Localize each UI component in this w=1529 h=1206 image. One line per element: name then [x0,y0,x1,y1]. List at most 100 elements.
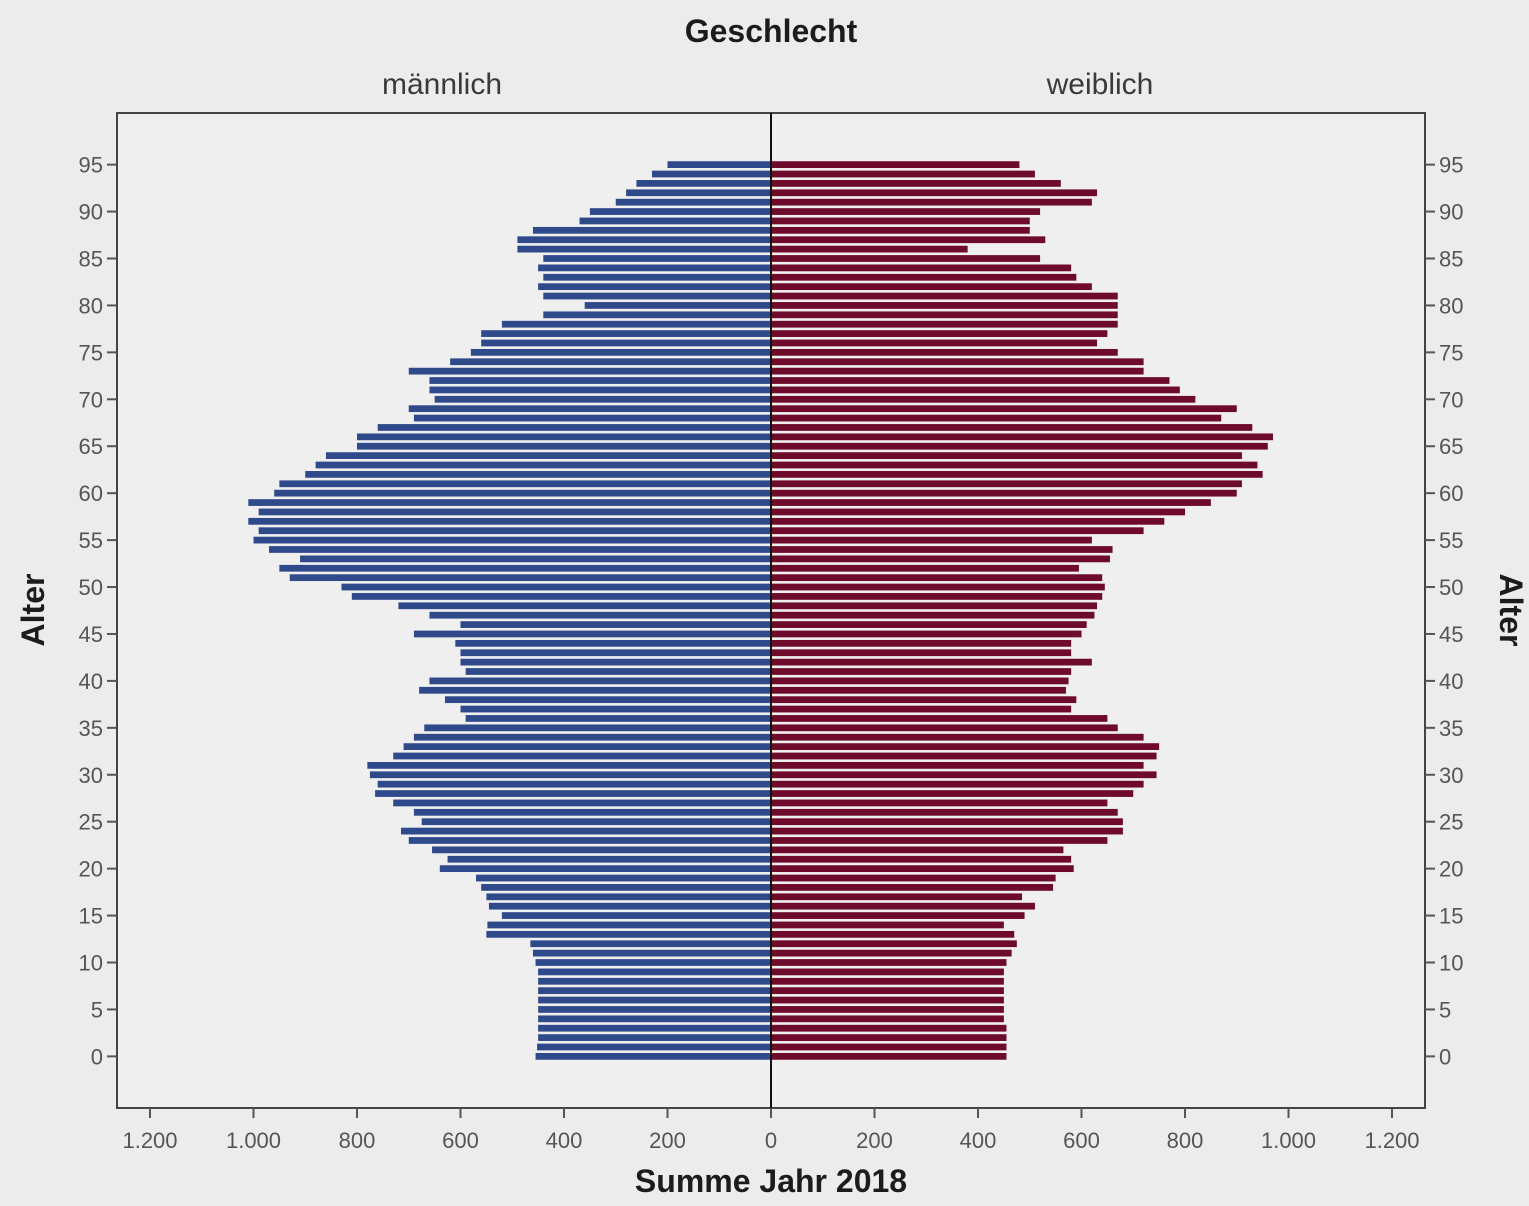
left-y-tick-label: 90 [79,200,103,225]
bar-male-age-68 [413,414,771,422]
x-tick-label: 400 [546,1128,583,1153]
bar-female-age-39 [771,686,1066,694]
left-y-tick-label: 25 [79,810,103,835]
bar-female-age-21 [771,855,1072,863]
bar-male-age-35 [424,724,771,732]
bar-female-age-42 [771,658,1092,666]
x-tick-label: 1.000 [1261,1128,1316,1153]
left-y-tick-label: 80 [79,293,103,318]
bar-male-age-21 [447,855,771,863]
bar-female-age-81 [771,292,1118,300]
right-y-tick-label: 60 [1439,481,1463,506]
y-axis-title-left: Alter [15,574,51,647]
bar-male-age-39 [419,686,771,694]
bar-male-age-57 [248,517,771,525]
bar-female-age-75 [771,348,1118,356]
bar-male-age-41 [465,668,771,675]
x-axis-title: Summe Jahr 2018 [635,1163,907,1199]
bar-male-age-49 [351,593,771,600]
x-tick-label: 600 [1063,1128,1100,1153]
bar-female-age-7 [771,987,1004,995]
bar-male-age-89 [579,217,771,225]
bar-male-age-19 [476,874,771,882]
left-y-axis: 0 5 10 15 20 25 30 35 40 45 50 55 60 65 70 75 80 85 90 95 [79,153,117,1069]
bar-male-age-82 [538,283,771,291]
left-y-tick-label: 0 [91,1044,103,1069]
bar-female-age-56 [771,527,1144,535]
bar-female-age-22 [771,846,1064,854]
bar-female-age-12 [771,940,1017,948]
bar-male-age-86 [517,245,771,253]
bar-female-age-54 [771,546,1113,553]
bar-female-age-70 [771,395,1196,403]
bar-male-age-37 [460,705,771,713]
bar-female-age-82 [771,283,1092,291]
bar-female-age-69 [771,405,1237,413]
x-tick-label: 600 [442,1128,479,1153]
bar-female-age-71 [771,386,1180,394]
bar-female-age-92 [771,189,1098,197]
right-y-tick-label: 45 [1439,622,1463,647]
bar-female-age-49 [771,593,1103,600]
bar-male-age-1 [537,1043,771,1051]
bar-female-age-94 [771,170,1035,178]
bar-female-age-83 [771,273,1077,281]
bar-male-age-34 [413,733,771,741]
left-y-tick-label: 15 [79,904,103,929]
legend-label-male: männlich [382,68,502,101]
bar-female-age-25 [771,818,1123,826]
x-tick-label: 800 [1167,1128,1204,1153]
x-axis: 1.200 1.000 800 600 400 200 0 200 400 600 800 1.000… [122,1108,1420,1153]
bar-male-age-48 [398,602,771,610]
bar-male-age-87 [517,236,771,244]
bar-female-age-73 [771,367,1144,375]
bar-female-age-13 [771,930,1015,938]
bar-female-age-76 [771,339,1098,347]
bar-male-age-18 [481,884,771,891]
bar-male-age-40 [429,677,771,685]
bar-male-age-91 [615,198,771,206]
bar-female-age-45 [771,630,1082,638]
bar-male-age-56 [258,527,771,535]
bar-female-age-51 [771,574,1103,582]
bar-female-age-28 [771,790,1134,797]
left-y-tick-label: 65 [79,434,103,459]
bar-female-age-43 [771,649,1072,657]
left-y-tick-label: 75 [79,340,103,365]
bar-female-age-9 [771,968,1004,976]
bar-male-age-13 [486,930,771,938]
bar-male-age-93 [636,180,771,187]
bar-male-age-11 [532,949,771,957]
bar-female-age-87 [771,236,1046,244]
left-y-tick-label: 50 [79,575,103,600]
x-tick-label: 1.200 [122,1128,177,1153]
bars-layer [248,161,1273,1060]
bar-male-age-64 [325,452,771,459]
left-y-tick-label: 10 [79,951,103,976]
bar-female-age-61 [771,480,1242,488]
x-tick-label: 1.000 [226,1128,281,1153]
left-y-tick-label: 70 [79,387,103,412]
bar-female-age-64 [771,452,1242,459]
bar-male-age-0 [535,1052,771,1060]
bar-male-age-50 [341,583,771,591]
bar-female-age-63 [771,461,1258,469]
bar-male-age-88 [532,226,771,234]
bar-male-age-81 [543,292,771,300]
bar-female-age-85 [771,255,1041,262]
chart-title: Geschlecht [685,13,858,49]
bar-female-age-27 [771,799,1108,807]
bar-female-age-91 [771,198,1092,206]
bar-male-age-30 [369,771,771,779]
left-y-tick-label: 5 [91,997,103,1022]
bar-female-age-84 [771,264,1072,272]
bar-male-age-17 [486,893,771,901]
bar-female-age-72 [771,377,1170,384]
right-y-axis: 0 5 10 15 20 25 30 35 40 45 50 55 60 65 70 75 80 85 90 95 [1425,153,1463,1069]
bar-female-age-20 [771,865,1074,873]
bar-female-age-2 [771,1034,1007,1041]
right-y-tick-label: 65 [1439,434,1463,459]
bar-male-age-29 [377,780,771,788]
left-y-tick-label: 35 [79,716,103,741]
right-y-tick-label: 0 [1439,1044,1451,1069]
